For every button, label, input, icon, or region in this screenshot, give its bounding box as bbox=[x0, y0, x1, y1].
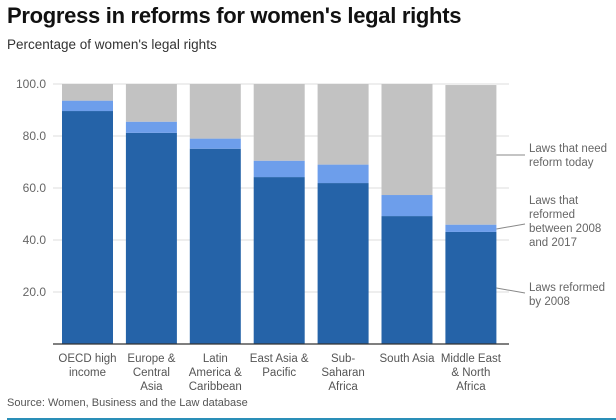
bar-segment-reformed-2008-2017 bbox=[445, 224, 497, 232]
bar-segment-reformed-2008-2017 bbox=[381, 195, 433, 217]
legend-label-line: and 2017 bbox=[529, 237, 577, 249]
bar-segment-reformed-2008-2017 bbox=[253, 160, 305, 178]
bar-segment-need-reform bbox=[253, 84, 305, 161]
x-tick-label-line: Africa bbox=[328, 381, 358, 393]
bar-segment-reformed-by-2008 bbox=[125, 132, 177, 344]
x-tick-label-line: Caribbean bbox=[189, 381, 242, 393]
x-tick-label-line: Saharan bbox=[321, 367, 364, 379]
legend-label-line: Laws that need bbox=[529, 143, 607, 155]
bar-group bbox=[253, 84, 305, 344]
bar-segment-need-reform bbox=[445, 85, 497, 225]
x-tick-label-line: Pacific bbox=[262, 367, 296, 379]
bar-segment-reformed-by-2008 bbox=[381, 216, 433, 344]
bar-segment-need-reform bbox=[125, 84, 177, 122]
bar-group bbox=[189, 84, 241, 344]
bar-segment-reformed-2008-2017 bbox=[62, 100, 113, 112]
x-tick-label: OECD high income bbox=[58, 353, 116, 379]
bar-group bbox=[445, 85, 497, 344]
legend-label-line: Laws that bbox=[529, 195, 579, 207]
legend-connector bbox=[496, 287, 526, 294]
y-tick-label: 40.0 bbox=[23, 233, 47, 247]
legend-label-line: reform today bbox=[529, 157, 594, 169]
x-tick-label: Sub- Saharan Africa bbox=[321, 353, 364, 393]
x-tick-label-line: Central bbox=[133, 367, 170, 379]
x-tick-label-line: Africa bbox=[456, 381, 486, 393]
bar-segment-reformed-2008-2017 bbox=[189, 138, 241, 149]
bar-segment-reformed-by-2008 bbox=[62, 111, 113, 344]
legend-label-line: Laws reformed bbox=[529, 282, 605, 294]
x-tick-label-line: Sub- bbox=[331, 353, 355, 365]
x-tick-label-line: OECD high bbox=[58, 353, 116, 365]
y-axis-ticks: 20.0 40.0 60.0 80.0 100.0 bbox=[16, 77, 46, 299]
y-tick-label: 80.0 bbox=[23, 129, 47, 143]
bottom-rule bbox=[7, 418, 616, 420]
chart-title: Progress in reforms for women's legal ri… bbox=[7, 3, 462, 28]
x-tick-label-line: & North bbox=[451, 367, 490, 379]
x-axis-labels: OECD high income Europe & Central Asia Latin A… bbox=[58, 353, 501, 393]
y-tick-label: 100.0 bbox=[16, 77, 46, 91]
bar-segment-reformed-2008-2017 bbox=[125, 121, 177, 133]
source-note: Source: Women, Business and the Law data… bbox=[7, 397, 248, 409]
x-tick-label-line: America & bbox=[189, 367, 242, 379]
x-tick-label-line: East Asia & bbox=[250, 353, 309, 365]
legend-connector bbox=[496, 223, 526, 230]
x-tick-label: East Asia & Pacific bbox=[250, 353, 309, 379]
bar-segment-need-reform bbox=[62, 84, 113, 101]
x-tick-label-line: income bbox=[69, 367, 106, 379]
legend-label-line: reformed bbox=[529, 209, 575, 221]
x-tick-label-line: Middle East bbox=[441, 353, 502, 365]
legend-label-line: by 2008 bbox=[529, 296, 570, 308]
legend-label: Laws that need reform today bbox=[529, 143, 607, 169]
legend-label-line: between 2008 bbox=[529, 223, 601, 235]
bar-segment-reformed-2008-2017 bbox=[317, 164, 369, 184]
bar-group bbox=[62, 84, 113, 344]
legend-label: Laws that reformed between 2008 and 2017 bbox=[529, 195, 601, 249]
bar-group bbox=[125, 84, 177, 344]
x-tick-label-line: Latin bbox=[203, 353, 228, 365]
x-tick-label-line: Asia bbox=[140, 381, 163, 393]
bar-segment-need-reform bbox=[381, 84, 433, 196]
x-tick-label: Europe & Central Asia bbox=[127, 353, 175, 393]
bar-group bbox=[381, 84, 433, 344]
bar-segment-reformed-by-2008 bbox=[317, 183, 369, 344]
bar-segment-reformed-by-2008 bbox=[253, 177, 305, 344]
x-tick-label: Latin America & Caribbean bbox=[189, 353, 242, 393]
y-tick-label: 60.0 bbox=[23, 181, 47, 195]
bar-group bbox=[317, 84, 369, 344]
x-tick-label: Middle East & North Africa bbox=[441, 353, 502, 393]
legend-label: Laws reformed by 2008 bbox=[529, 282, 605, 308]
x-tick-label-line: South Asia bbox=[380, 353, 436, 365]
x-tick-label: South Asia bbox=[380, 353, 436, 365]
bar-segment-need-reform bbox=[317, 84, 369, 165]
chart-subtitle: Percentage of women's legal rights bbox=[7, 37, 217, 52]
bar-segment-reformed-by-2008 bbox=[445, 231, 497, 344]
bar-segment-need-reform bbox=[189, 84, 241, 139]
bars bbox=[62, 84, 497, 344]
legend: Laws reformed by 2008 Laws that reformed bet… bbox=[496, 143, 607, 308]
bar-segment-reformed-by-2008 bbox=[189, 148, 241, 344]
x-tick-label-line: Europe & bbox=[127, 353, 175, 365]
y-tick-label: 20.0 bbox=[23, 285, 47, 299]
